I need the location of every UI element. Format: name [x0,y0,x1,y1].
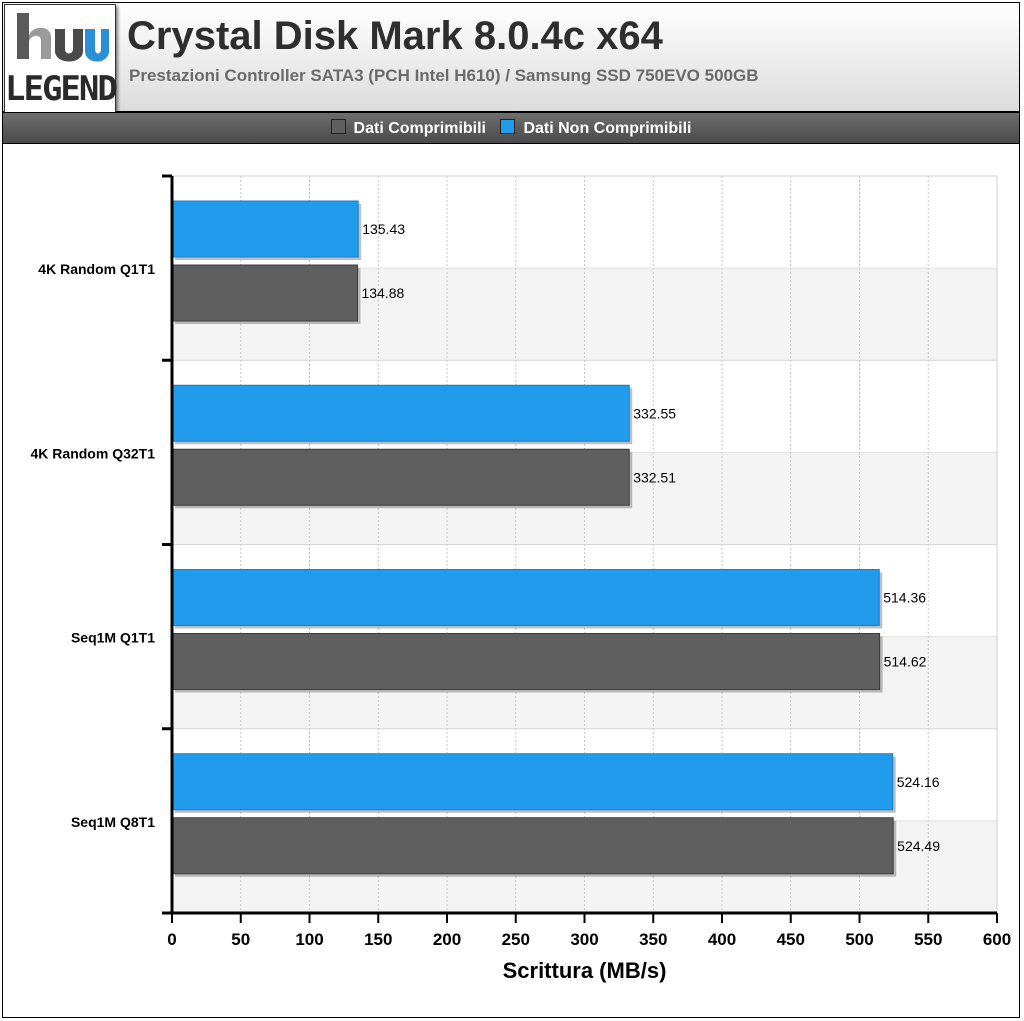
x-tick-label: 100 [295,930,323,949]
x-tick-label: 0 [167,930,176,949]
x-tick-label: 500 [845,930,873,949]
data-label: 524.16 [897,774,940,790]
chart-title: Crystal Disk Mark 8.0.4c x64 [127,14,663,58]
category-label: Seq1M Q8T1 [71,814,155,830]
hwlegend-logo-icon [17,13,109,62]
x-tick-label: 600 [983,930,1011,949]
data-label: 135.43 [362,221,405,237]
x-tick-label: 300 [570,930,598,949]
category-label: 4K Random Q1T1 [38,261,155,277]
data-label: 514.62 [884,654,927,670]
legend-item-non-compressible: Dati Non Comprimibili [500,119,691,138]
bar-non-compressible [171,569,880,626]
x-tick-label: 200 [433,930,461,949]
x-tick-label: 400 [708,930,736,949]
legend: Dati Comprimibili Dati Non Comprimibili [3,119,1019,138]
bar-non-compressible [171,200,359,258]
bar-compressible [171,633,881,690]
legend-label-compressible: Dati Comprimibili [353,120,486,137]
x-axis-title: Scrittura (MB/s) [503,958,667,983]
data-label: 332.51 [633,469,676,485]
data-label: 514.36 [883,590,926,606]
legend-swatch-compressible [330,119,346,134]
bar-non-compressible [171,384,630,442]
chart-subtitle: Prestazioni Controller SATA3 (PCH Intel … [129,66,759,85]
legend-item-compressible: Dati Comprimibili [330,119,486,138]
x-tick-label: 350 [639,930,667,949]
category-label: Seq1M Q1T1 [71,630,155,646]
chart-header [2,2,1020,112]
bar-compressible [171,817,894,875]
x-tick-label: 250 [502,930,530,949]
data-label: 134.88 [361,285,404,301]
legend-swatch-non-compressible [500,119,516,134]
bar-compressible [171,264,358,322]
x-tick-label: 150 [364,930,392,949]
legend-bar: Dati Comprimibili Dati Non Comprimibili [2,112,1020,144]
x-tick-label: 550 [914,930,942,949]
bar-non-compressible [171,753,894,811]
bar-compressible [171,448,630,506]
x-tick-label: 50 [231,930,250,949]
data-label: 524.49 [897,838,940,854]
legend-label-non-compressible: Dati Non Comprimibili [523,120,692,137]
category-label: 4K Random Q32T1 [31,445,156,461]
x-tick-label: 450 [777,930,805,949]
data-label: 332.55 [633,405,676,421]
logo-text: LEGEND [5,69,118,109]
